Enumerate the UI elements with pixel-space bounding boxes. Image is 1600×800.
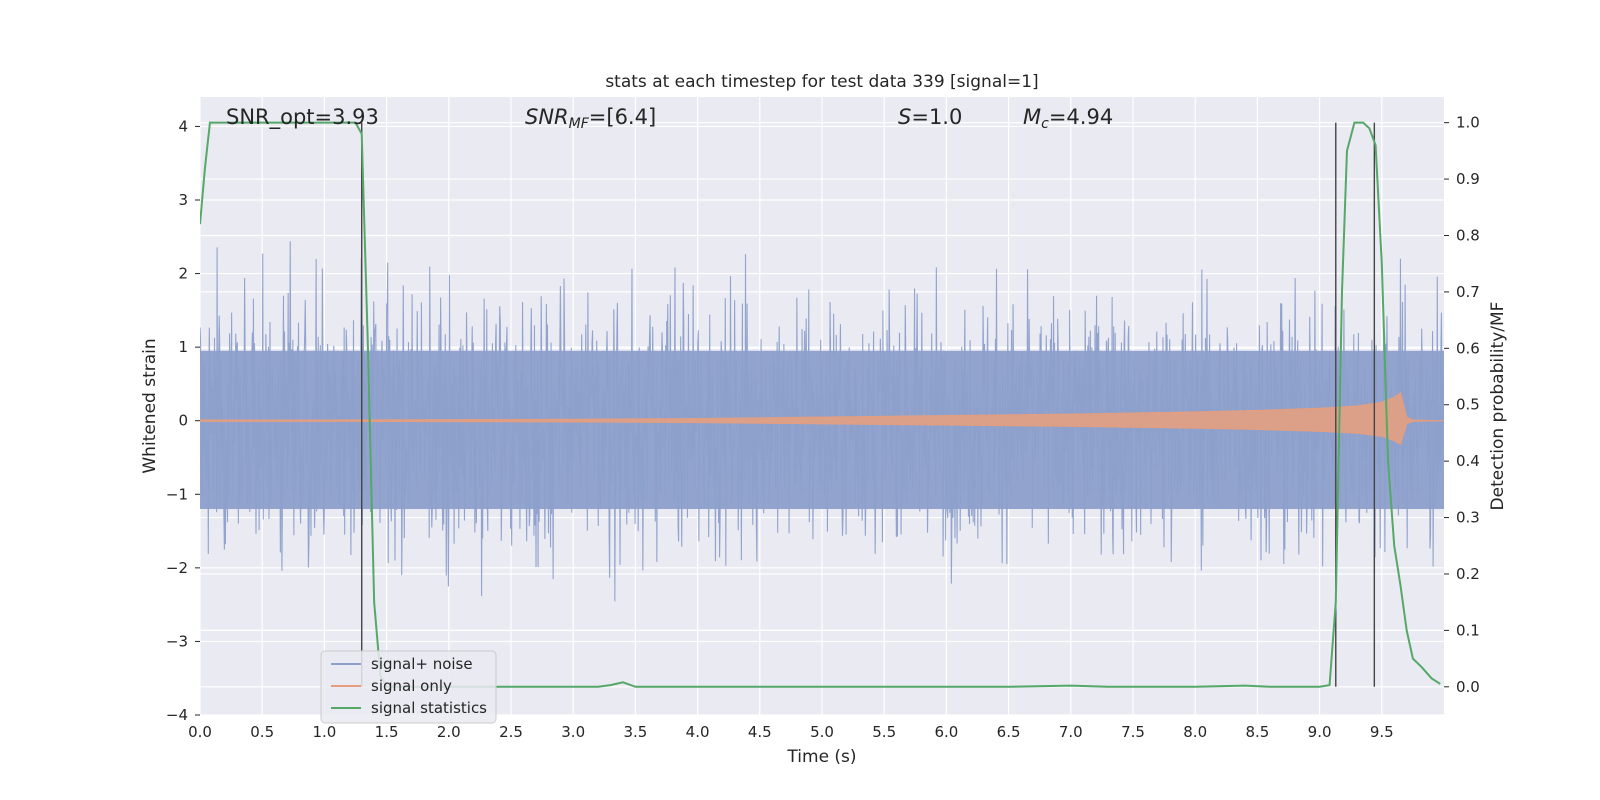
x-axis-ticks: 0.0 0.5 1.0 1.5 2.0 2.5 3.0 3.5 4.0 4.5 5.0 5.5 6.0 6… [188,723,1394,741]
x-tick-label: 1.5 [375,723,399,741]
annotation-s: S=1.0 [898,105,962,129]
annotation-s-base: S [898,105,911,129]
series-signal-statistics [200,121,1441,688]
x-tick-label: 5.5 [872,723,896,741]
x-tick-label: 2.0 [437,723,461,741]
x-tick-label: 0.5 [250,723,274,741]
y-tick-label-right: 0.5 [1456,396,1480,414]
annotation-mc-sub: c [1041,116,1049,132]
x-tick-label: 5.0 [810,723,834,741]
y-tick-label-left: −1 [166,485,188,503]
right-y-axis-ticks: 1.0 0.9 0.8 0.7 0.6 0.5 0.4 0.3 0.2 0.1 0.0 [1444,114,1480,696]
y-axis-label-right: Detection probability/MF [1488,302,1508,511]
signal-only-envelope [200,391,1444,446]
x-axis-label: Time (s) [786,747,856,767]
y-tick-label-right: 0.6 [1456,339,1480,357]
x-tick-label: 1.0 [312,723,336,741]
x-tick-label: 3.5 [623,723,647,741]
annotation-snr-opt: SNR_opt=3.93 [226,105,379,130]
y-tick-label-right: 0.3 [1456,509,1480,527]
x-tick-label: 8.0 [1183,723,1207,741]
legend-label-signal-plus-noise: signal+ noise [371,655,473,673]
y-axis-label-left: Whitened strain [140,338,160,473]
y-tick-label-left: 0 [178,412,188,430]
annotation-s-value: =1.0 [911,105,962,129]
y-tick-label-left: 1 [178,338,188,356]
y-tick-label-right: 0.2 [1456,565,1480,583]
annotation-snr-mf-base: SNR [525,105,569,129]
annotation-mc-value: =4.94 [1049,105,1113,129]
y-tick-label-left: 3 [178,191,188,209]
y-tick-label-right: 1.0 [1456,114,1480,132]
y-tick-label-right: 0.7 [1456,283,1480,301]
x-tick-label: 4.0 [686,723,710,741]
x-tick-label: 9.0 [1308,723,1332,741]
annotation-snr-mf-value: =[6.4] [589,105,656,129]
annotation-snr-mf: SNRMF=[6.4] [525,105,656,132]
signal-statistics-line [200,121,1441,688]
y-tick-label-left: −3 [166,632,188,650]
x-tick-label: 3.0 [561,723,585,741]
y-tick-label-right: 0.0 [1456,678,1480,696]
x-tick-label: 6.5 [997,723,1021,741]
x-tick-label: 9.5 [1370,723,1394,741]
series-signal-only [200,391,1444,446]
y-tick-label-left: 4 [178,117,188,135]
y-tick-label-left: −4 [166,706,188,724]
y-tick-label-right: 0.8 [1456,226,1480,244]
y-tick-label-right: 0.9 [1456,170,1480,188]
annotation-mc: Mc=4.94 [1023,105,1113,132]
y-tick-label-left: 2 [178,265,188,283]
x-tick-label: 7.0 [1059,723,1083,741]
x-tick-label: 4.5 [748,723,772,741]
series-signal-plus-noise [200,241,1444,602]
legend-label-signal-only: signal only [371,677,452,695]
x-tick-label: 6.0 [934,723,958,741]
left-y-axis-ticks: 4 3 2 1 0 −1 −2 −3 −4 [166,117,200,724]
chart-title: stats at each timestep for test data 339… [605,72,1038,92]
legend-box [320,650,497,724]
annotation-snr-mf-sub: MF [569,116,590,132]
x-tick-label: 0.0 [188,723,212,741]
annotation-mc-base: M [1023,105,1041,129]
x-tick-label: 2.5 [499,723,523,741]
legend-label-signal-statistics: signal statistics [371,699,487,717]
y-tick-label-left: −2 [166,559,188,577]
y-tick-label-right: 0.4 [1456,452,1480,470]
x-tick-label: 7.5 [1121,723,1145,741]
y-tick-label-right: 0.1 [1456,621,1480,639]
x-tick-label: 8.5 [1245,723,1269,741]
legend: signal+ noise signal only signal statist… [320,650,497,724]
